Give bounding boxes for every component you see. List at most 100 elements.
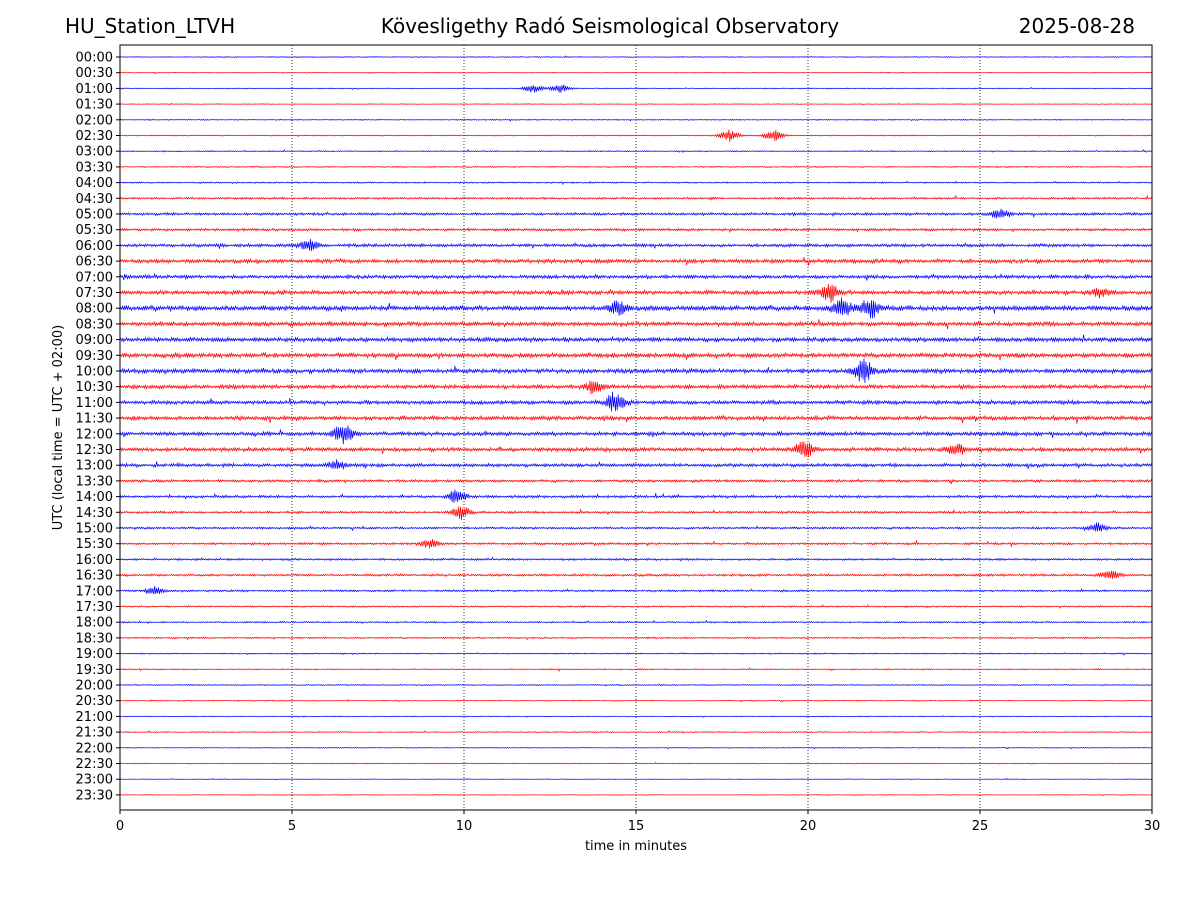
row-label: 14:30	[76, 506, 113, 521]
x-ticks: 0 5 10 15 20 25 30	[116, 810, 1160, 834]
row-label: 09:30	[76, 349, 113, 364]
row-label: 19:30	[76, 663, 113, 678]
chart-title: Kövesligethy Radó Seismological Observat…	[380, 14, 840, 38]
trace-1530	[119, 538, 1153, 549]
trace-1300	[119, 459, 1153, 470]
trace-0000	[119, 55, 1153, 59]
row-label: 01:00	[76, 82, 113, 97]
row-label: 21:00	[76, 710, 113, 725]
trace-1100	[119, 391, 1153, 412]
trace-2200	[119, 746, 1153, 750]
row-label: 22:00	[76, 741, 113, 756]
trace-0600	[119, 238, 1153, 252]
row-label: 02:30	[76, 129, 113, 144]
trace-0400	[119, 180, 1153, 186]
chart-date: 2025-08-28	[1018, 14, 1135, 38]
row-label: 03:30	[76, 160, 113, 175]
trace-1830	[119, 636, 1153, 641]
trace-1630	[119, 570, 1153, 579]
trace-0030	[119, 71, 1153, 75]
row-label: 00:00	[76, 51, 113, 66]
station-name: HU_Station_LTVH	[65, 14, 236, 38]
row-label: 15:30	[76, 537, 113, 552]
trace-1500	[119, 522, 1153, 532]
trace-1130	[119, 414, 1153, 424]
row-label: 08:30	[76, 317, 113, 332]
trace-1730	[119, 604, 1153, 609]
row-label: 15:00	[76, 522, 113, 537]
row-label: 12:30	[76, 443, 113, 458]
trace-2130	[119, 730, 1153, 734]
trace-0430	[119, 194, 1153, 201]
row-label: 04:30	[76, 192, 113, 207]
x-tick-label: 20	[800, 819, 817, 834]
row-label: 09:00	[76, 333, 113, 348]
row-label: 23:30	[76, 788, 113, 803]
row-label: 16:30	[76, 569, 113, 584]
trace-1230	[119, 441, 1153, 458]
trace-1930	[119, 667, 1153, 672]
row-label: 04:00	[76, 176, 113, 191]
row-label: 17:00	[76, 584, 113, 599]
x-axis-label: time in minutes	[585, 839, 687, 854]
x-tick-label: 5	[288, 819, 296, 834]
y-axis-label: UTC (local time = UTC + 02:00)	[51, 325, 66, 530]
row-label: 13:00	[76, 459, 113, 474]
trace-2230	[119, 761, 1153, 765]
row-label: 08:00	[76, 302, 113, 317]
row-label: 14:00	[76, 490, 113, 505]
row-label: 13:30	[76, 474, 113, 489]
x-gridlines	[291, 45, 981, 810]
row-label: 03:00	[76, 145, 113, 160]
trace-0700	[119, 272, 1153, 281]
trace-0930	[119, 351, 1153, 361]
trace-0330	[119, 165, 1153, 169]
trace-0130	[119, 102, 1153, 106]
row-label: 23:00	[76, 773, 113, 788]
x-tick-label: 30	[1144, 819, 1161, 834]
row-label: 16:00	[76, 553, 113, 568]
row-label: 22:30	[76, 757, 113, 772]
row-label: 06:00	[76, 239, 113, 254]
trace-0300	[119, 149, 1153, 154]
x-tick-label: 10	[456, 819, 473, 834]
trace-1900	[119, 652, 1153, 656]
x-tick-label: 15	[628, 819, 645, 834]
trace-0630	[119, 257, 1153, 266]
trace-1330	[119, 478, 1153, 485]
trace-2300	[119, 777, 1153, 781]
trace-1600	[119, 556, 1153, 562]
row-labels: 00:0000:3001:0001:3002:0002:3003:0003:30…	[76, 51, 120, 803]
trace-0100	[119, 84, 1153, 93]
row-label: 11:30	[76, 412, 113, 427]
trace-1200	[119, 425, 1153, 445]
trace-2030	[119, 698, 1153, 703]
trace-0730	[119, 283, 1153, 303]
seismic-traces	[119, 55, 1153, 796]
trace-1800	[119, 619, 1153, 625]
row-label: 17:30	[76, 600, 113, 615]
row-label: 10:30	[76, 380, 113, 395]
row-label: 01:30	[76, 98, 113, 113]
row-label: 20:30	[76, 694, 113, 709]
row-label: 20:00	[76, 679, 113, 694]
trace-2000	[119, 683, 1153, 687]
row-label: 18:30	[76, 631, 113, 646]
trace-1400	[119, 489, 1153, 503]
trace-0530	[119, 227, 1153, 234]
row-label: 07:30	[76, 286, 113, 301]
row-label: 21:30	[76, 726, 113, 741]
trace-0800	[119, 297, 1153, 319]
x-tick-label: 25	[972, 819, 989, 834]
row-label: 07:00	[76, 270, 113, 285]
row-label: 00:30	[76, 66, 113, 81]
trace-0830	[119, 319, 1153, 330]
row-label: 10:00	[76, 365, 113, 380]
trace-2100	[119, 715, 1153, 718]
trace-1700	[119, 586, 1153, 595]
trace-2330	[119, 793, 1153, 796]
row-label: 18:00	[76, 616, 113, 631]
trace-1000	[119, 358, 1153, 384]
row-label: 12:00	[76, 427, 113, 442]
